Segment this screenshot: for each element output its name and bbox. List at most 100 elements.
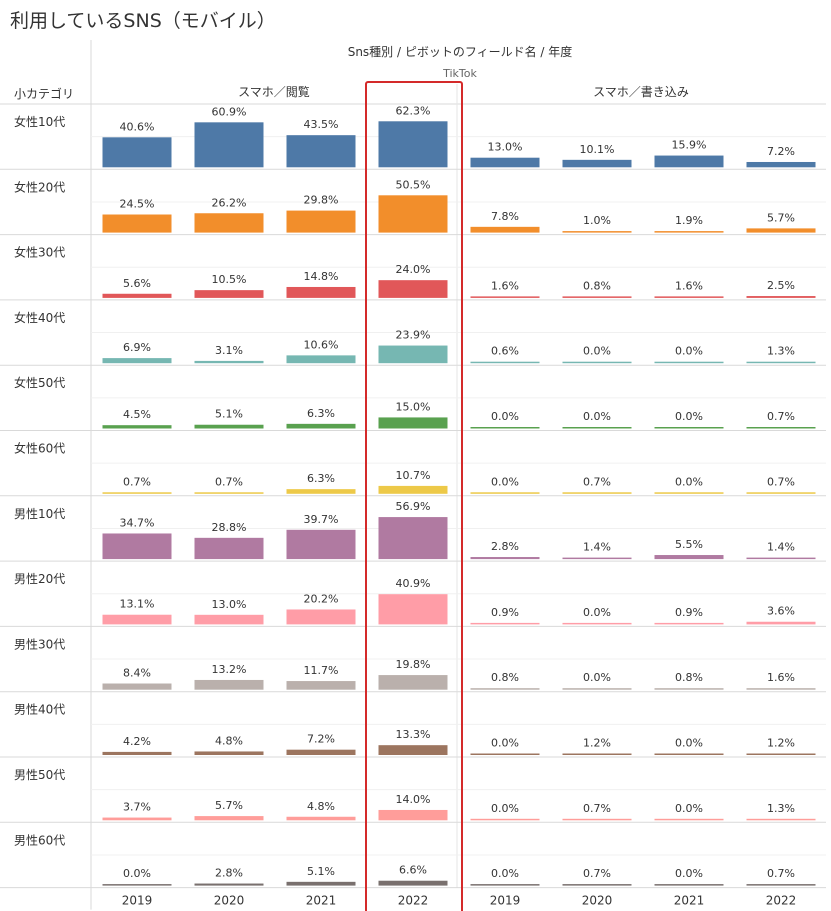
data-label: 56.9% [396,500,431,513]
bar [470,622,540,625]
data-label: 62.3% [396,104,431,117]
row-label: 男性40代 [14,703,65,717]
data-label: 0.0% [675,475,703,488]
bar [470,557,540,560]
data-label: 4.5% [123,408,151,421]
bar [194,883,264,886]
year-tick-label: 2021 [674,894,705,908]
row-label: 男性60代 [14,833,65,847]
data-label: 2.8% [215,867,243,880]
bar [746,557,816,560]
bar [102,293,172,298]
bar [194,122,264,168]
data-label: 13.3% [396,728,431,741]
bar [470,226,540,233]
bar [562,884,632,886]
data-label: 13.1% [120,598,155,611]
data-label: 6.6% [399,864,427,877]
data-label: 13.0% [488,141,523,154]
data-label: 1.0% [583,214,611,227]
data-label: 0.7% [767,410,795,423]
data-label: 1.6% [767,671,795,684]
data-label: 1.2% [583,737,611,750]
bar [102,817,172,821]
bar [654,296,724,298]
row-label: 女性40代 [14,310,65,325]
bar [378,345,448,364]
data-label: 8.4% [123,666,151,679]
data-label: 5.1% [307,865,335,878]
bar [194,679,264,690]
row-header-label: 小カテゴリ [14,86,74,101]
data-label: 50.5% [396,178,431,191]
data-label: 0.0% [491,410,519,423]
data-label: 14.8% [304,270,339,283]
row-label: 男性10代 [14,507,65,521]
bar [378,517,448,560]
bar [746,753,816,755]
data-label: 0.7% [215,475,243,488]
data-label: 0.0% [675,737,703,750]
bar [286,749,356,755]
bar [194,751,264,755]
bar [102,137,172,168]
data-label: 23.9% [396,329,431,342]
data-label: 1.4% [583,541,611,554]
data-label: 4.8% [215,734,243,747]
bar [654,155,724,168]
data-label: 13.0% [212,598,247,611]
data-label: 40.9% [396,577,431,590]
bar [194,360,264,364]
bar [378,417,448,429]
bar [286,423,356,429]
data-label: 3.7% [123,801,151,814]
data-label: 1.3% [767,802,795,815]
bar [562,296,632,298]
bar [562,231,632,233]
group-view-label: スマホ／閲覧 [238,85,310,99]
bar [470,427,540,429]
year-tick-label: 2022 [766,894,797,908]
group-post-label: スマホ／書き込み [593,85,689,99]
bar [470,492,540,494]
bar [470,296,540,298]
data-label: 6.9% [123,341,151,354]
data-label: 19.8% [396,658,431,671]
data-label: 3.6% [767,605,795,618]
bar [378,485,448,494]
data-label: 0.0% [491,867,519,880]
bar [470,361,540,364]
bar [562,622,632,625]
bar [470,818,540,821]
data-label: 14.0% [396,793,431,806]
bar [562,557,632,560]
bar [746,884,816,886]
data-label: 24.0% [396,263,431,276]
data-label: 20.2% [304,592,339,605]
bar [102,884,172,886]
data-label: 10.5% [212,273,247,286]
bar [102,492,172,494]
data-label: 5.6% [123,277,151,290]
row-label: 男性20代 [14,572,65,586]
bar [194,290,264,298]
data-label: 5.7% [767,211,795,224]
data-label: 6.3% [307,407,335,420]
bar [102,214,172,233]
bar [378,121,448,168]
bar [286,816,356,821]
row-label: 女性10代 [14,114,65,129]
bar [286,135,356,168]
data-label: 4.2% [123,735,151,748]
data-label: 0.0% [583,606,611,619]
year-tick-label: 2021 [306,894,337,908]
data-label: 0.0% [583,410,611,423]
bar [102,533,172,560]
data-label: 26.2% [212,196,247,209]
data-label: 0.6% [491,345,519,358]
data-label: 28.8% [212,521,247,534]
bar [378,594,448,625]
data-label: 39.7% [304,513,339,526]
bar [562,361,632,364]
